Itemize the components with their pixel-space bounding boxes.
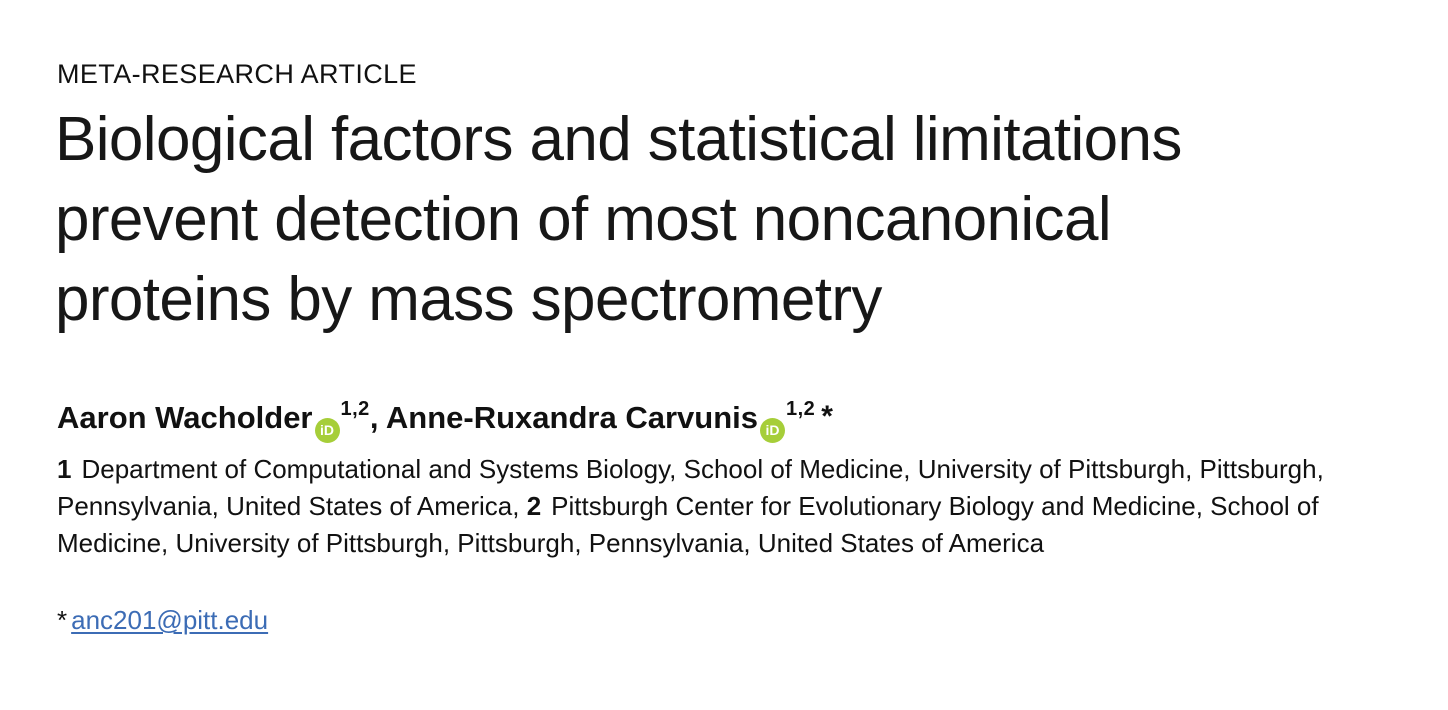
affiliation-text-2: Pittsburgh Center for Evolutionary Biolo… [57, 491, 1319, 558]
affiliation-number-1: 1 [57, 454, 72, 484]
title-line-3: proteins by mass spectrometry [55, 265, 882, 334]
affiliation-text-1: Department of Computational and Systems … [57, 454, 1324, 521]
title-line-1: Biological factors and statistical limit… [55, 105, 1182, 174]
email-link[interactable]: anc201@pitt.edu [71, 605, 269, 635]
author-byline: Aaron Wacholder iD1,2, Anne-Ruxandra Carv… [57, 389, 833, 443]
article-kicker: META-RESEARCH ARTICLE [57, 59, 417, 89]
author-separator: , [369, 400, 379, 435]
author-name-1: Aaron Wacholder [57, 400, 313, 435]
affiliation-number-2: 2 [526, 491, 542, 521]
title-line-2: prevent detection of most noncanonical [55, 185, 1112, 254]
affiliations-paragraph: 1 Department of Computational and Systems… [57, 451, 1409, 562]
author-name-2: Anne-Ruxandra Carvunis [385, 400, 758, 435]
orcid-icon[interactable]: iD [314, 418, 340, 443]
correspondence-line: * anc201@pitt.edu [57, 603, 268, 637]
affiliation-superscript-2: 1,2 [785, 398, 816, 420]
corresponding-author-marker: * [821, 400, 833, 433]
correspondence-marker: * [57, 605, 68, 635]
orcid-icon[interactable]: iD [759, 418, 785, 443]
article-title: Biological factors and statistical limit… [55, 100, 1182, 340]
affiliation-superscript-1: 1,2 [340, 398, 370, 420]
